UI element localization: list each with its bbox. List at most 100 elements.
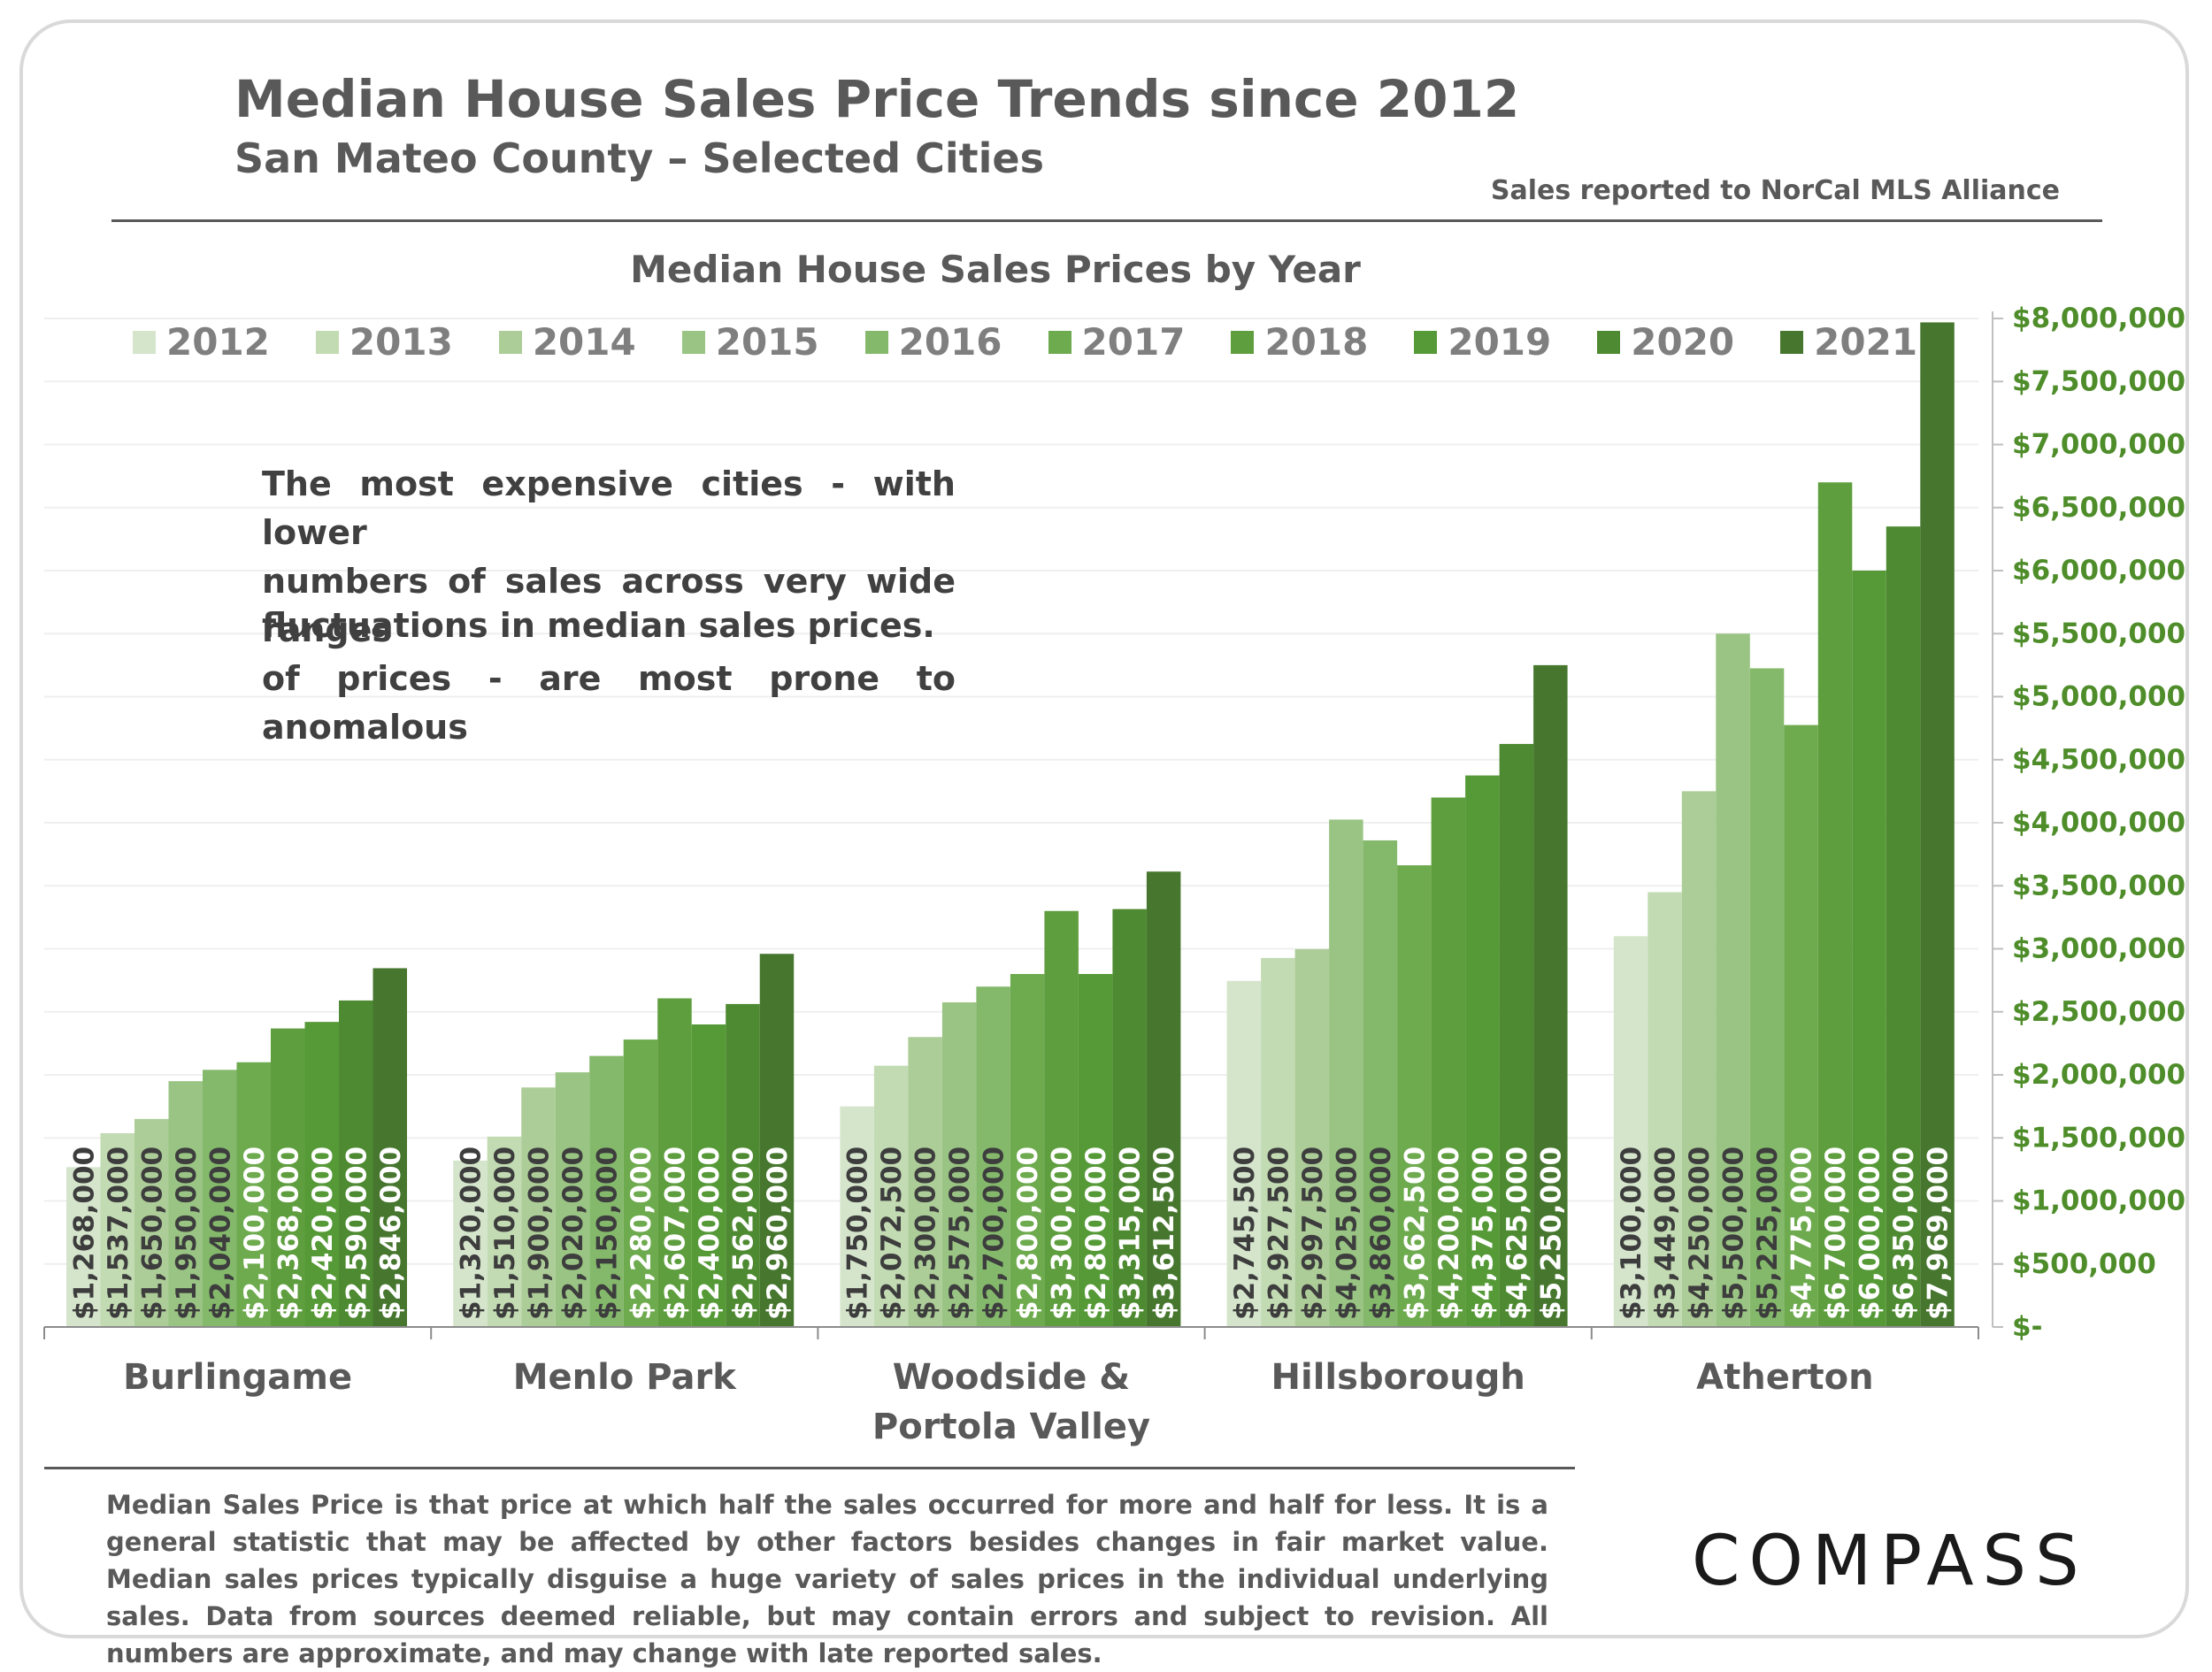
bar-2014-3 — [1294, 948, 1330, 1327]
y-tick-label: $6,500,000 — [2012, 492, 2185, 524]
legend-label: 2018 — [1264, 320, 1369, 364]
y-tick-label: $5,000,000 — [2012, 681, 2185, 713]
bar-2012-0 — [66, 1167, 101, 1327]
bar-value-label: $5,500,000 — [1718, 1147, 1750, 1320]
legend-swatch — [1414, 330, 1438, 354]
bar-2020-1 — [726, 1003, 760, 1327]
bar-value-label: $2,575,000 — [944, 1147, 976, 1320]
legend-item-2017: 2017 — [1048, 320, 1185, 364]
bar-2015-3 — [1329, 819, 1363, 1327]
bar-value-label: $1,510,000 — [489, 1147, 521, 1320]
bar-value-label: $2,400,000 — [694, 1147, 726, 1320]
bar-value-label: $1,537,000 — [103, 1147, 134, 1320]
bar-2013-1 — [487, 1136, 522, 1327]
bar-value-label: $2,997,500 — [1297, 1147, 1329, 1320]
y-tick-label: $8,000,000 — [2012, 303, 2185, 334]
bar-2020-2 — [1112, 909, 1147, 1327]
bar-2021-4 — [1920, 322, 1955, 1328]
bar-2016-0 — [203, 1070, 237, 1327]
y-tick-label: $7,500,000 — [2012, 365, 2185, 397]
bar-value-label: $3,662,500 — [1399, 1147, 1431, 1320]
chart-legend: 2012 2013 2014 2015 2016 2017 2018 2019 2020 2021 — [133, 320, 1963, 364]
bar-2013-0 — [100, 1132, 134, 1327]
bar-2015-4 — [1716, 633, 1750, 1327]
bar-2016-3 — [1363, 840, 1398, 1327]
bar-2019-0 — [304, 1022, 339, 1327]
bar-2012-4 — [1613, 936, 1648, 1327]
y-tick-label: $2,500,000 — [2012, 996, 2185, 1028]
bar-2020-3 — [1499, 743, 1534, 1327]
x-category-label: Menlo Park — [513, 1357, 737, 1398]
y-tick-label: $4,000,000 — [2012, 807, 2185, 839]
legend-item-2012: 2012 — [133, 320, 270, 364]
bar-value-label: $2,590,000 — [341, 1147, 373, 1320]
y-tick-label: $1,500,000 — [2012, 1122, 2185, 1154]
bar-value-label: $4,625,000 — [1502, 1147, 1533, 1320]
x-category-label: Hillsborough — [1271, 1357, 1525, 1398]
bar-value-label: $4,025,000 — [1331, 1147, 1363, 1320]
bar-value-label: $4,200,000 — [1433, 1147, 1465, 1320]
bar-2018-3 — [1431, 797, 1466, 1327]
bar-value-label: $5,225,000 — [1752, 1147, 1784, 1320]
legend-item-2015: 2015 — [681, 320, 819, 364]
y-tick-label: $5,500,000 — [2012, 617, 2185, 649]
bar-value-label: $2,072,500 — [876, 1147, 908, 1320]
annotation-text: The most expensive cities - with lower n… — [262, 460, 956, 752]
bar-value-label: $2,846,000 — [375, 1147, 407, 1320]
bar-value-label: $4,250,000 — [1684, 1147, 1716, 1320]
legend-swatch — [498, 330, 522, 354]
y-tick-label: $1,000,000 — [2012, 1185, 2185, 1217]
bar-value-label: $6,000,000 — [1855, 1147, 1886, 1320]
legend-item-2018: 2018 — [1231, 320, 1368, 364]
legend-label: 2019 — [1448, 320, 1552, 364]
bar-value-label: $7,969,000 — [1923, 1147, 1955, 1320]
x-category-label: Atherton — [1696, 1357, 1874, 1398]
annotation-line: numbers of sales across very wide ranges — [262, 562, 956, 649]
bar-2013-4 — [1647, 892, 1682, 1327]
page-title: Median House Sales Price Trends since 20… — [234, 69, 1520, 129]
bar-value-label: $2,745,500 — [1229, 1147, 1261, 1320]
y-tick-label: $7,000,000 — [2012, 429, 2185, 461]
bar-chart: $1,268,000 $1,320,000 $1,750,000 $2,745,500… — [43, 303, 2185, 1447]
legend-item-2021: 2021 — [1780, 320, 1917, 364]
bar-2021-1 — [759, 954, 795, 1327]
legend-swatch — [681, 330, 705, 354]
x-category-label: Burlingame — [123, 1357, 352, 1398]
legend-label: 2020 — [1631, 320, 1735, 364]
bar-2019-1 — [691, 1024, 726, 1327]
y-tick-label: $- — [2012, 1311, 2042, 1343]
bar-2018-4 — [1817, 482, 1853, 1327]
bar-value-label: $2,280,000 — [626, 1147, 657, 1320]
bar-2020-4 — [1886, 526, 1921, 1327]
bar-value-label: $2,100,000 — [239, 1147, 271, 1320]
bar-value-label: $1,750,000 — [842, 1147, 874, 1320]
bar-2015-0 — [168, 1081, 203, 1327]
card-frame — [19, 19, 2189, 1638]
legend-label: 2021 — [1814, 320, 1918, 364]
compass-logo: COMPASS — [1692, 1522, 2088, 1601]
bar-value-label: $3,100,000 — [1616, 1147, 1647, 1320]
chart-title: Median House Sales Prices by Year — [630, 248, 1361, 291]
bar-value-label: $1,650,000 — [136, 1147, 168, 1320]
bar-value-label: $6,350,000 — [1888, 1147, 1920, 1320]
bar-2021-2 — [1146, 871, 1181, 1327]
legend-item-2016: 2016 — [864, 320, 1002, 364]
bar-value-label: $3,612,500 — [1148, 1147, 1180, 1320]
bar-value-label: $4,375,000 — [1467, 1147, 1499, 1320]
bar-2021-3 — [1533, 664, 1568, 1327]
annotation-line: fluctuations in median sales prices. — [262, 606, 935, 645]
bar-2014-2 — [908, 1037, 942, 1327]
y-tick-label: $3,500,000 — [2012, 870, 2185, 901]
bar-value-label: $2,020,000 — [557, 1147, 589, 1320]
y-tick-label: $4,500,000 — [2012, 744, 2185, 776]
bar-value-label: $1,900,000 — [523, 1147, 555, 1320]
legend-label: 2016 — [898, 320, 1002, 364]
bar-2019-3 — [1465, 775, 1500, 1327]
bar-value-label: $1,320,000 — [455, 1147, 487, 1320]
y-tick-label: $6,000,000 — [2012, 555, 2185, 587]
bar-value-label: $2,562,000 — [727, 1147, 759, 1320]
page-subtitle: San Mateo County – Selected Cities — [234, 134, 1044, 182]
bar-value-label: $2,800,000 — [1012, 1147, 1044, 1320]
bar-2012-2 — [840, 1106, 874, 1327]
bar-2012-3 — [1226, 980, 1262, 1327]
